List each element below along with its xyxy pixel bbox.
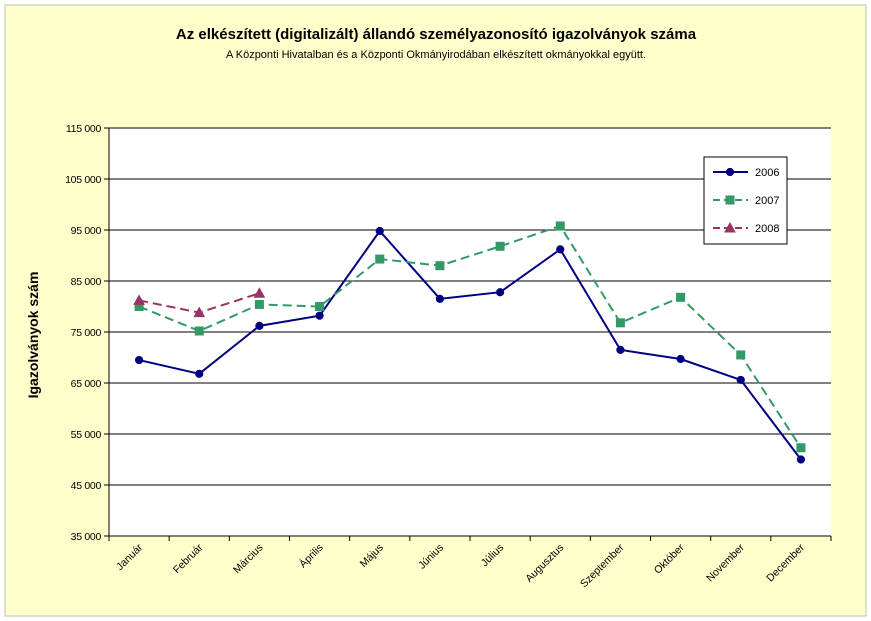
series-line-2007 bbox=[138, 224, 802, 449]
y-axis-label: Igazolványok szám bbox=[25, 272, 41, 399]
data-point-2007 bbox=[555, 221, 565, 231]
data-point-2007 bbox=[796, 443, 806, 453]
data-point-2006 bbox=[556, 245, 565, 254]
y-tick-label: 55 000 bbox=[71, 429, 102, 441]
data-point-2007 bbox=[736, 350, 746, 360]
y-tick-label: 85 000 bbox=[71, 276, 102, 288]
data-point-2006 bbox=[315, 311, 324, 320]
data-point-2007 bbox=[676, 292, 686, 302]
data-point-2007 bbox=[615, 318, 625, 328]
data-point-2006 bbox=[255, 321, 264, 330]
data-point-2006 bbox=[796, 455, 806, 464]
y-tick-label: 75 000 bbox=[71, 327, 102, 339]
legend-label-2006: 2006 bbox=[755, 167, 779, 179]
data-point-2007 bbox=[194, 326, 204, 336]
legend-label-2007: 2007 bbox=[755, 195, 779, 207]
legend-marker-2007 bbox=[725, 195, 735, 205]
data-point-2006 bbox=[676, 354, 685, 364]
data-point-2006 bbox=[195, 369, 204, 378]
y-tick-label: 115 000 bbox=[66, 123, 102, 135]
legend-marker-2008 bbox=[724, 221, 736, 233]
data-point-2006 bbox=[134, 355, 144, 365]
data-point-2007 bbox=[375, 254, 385, 264]
data-point-2007 bbox=[315, 302, 325, 311]
data-point-2006 bbox=[435, 294, 445, 303]
data-point-2008 bbox=[133, 294, 145, 305]
data-point-2006 bbox=[736, 375, 745, 385]
chart-title: Az elkészített (digitalizált) állandó sz… bbox=[176, 26, 697, 43]
y-tick-label: 35 000 bbox=[71, 531, 102, 543]
data-point-2008 bbox=[193, 306, 206, 318]
data-point-2006 bbox=[616, 345, 625, 354]
data-point-2006 bbox=[495, 288, 505, 297]
series-line-2006 bbox=[138, 229, 802, 461]
plot-area: 35 000 45 000 55 000 65 000 75 000 85 000 95 0… bbox=[65, 123, 832, 590]
y-tick-label: 45 000 bbox=[71, 480, 102, 492]
data-point-2008 bbox=[253, 287, 266, 298]
y-tick-label: 65 000 bbox=[71, 378, 102, 390]
data-point-2006 bbox=[375, 226, 384, 236]
legend-marker-2006 bbox=[725, 167, 735, 177]
y-tick-label: 105 000 bbox=[65, 174, 101, 186]
data-point-2007 bbox=[495, 241, 505, 251]
chart-subtitle: A Központi Hivatalban és a Központi Okmá… bbox=[226, 49, 646, 61]
data-point-2007 bbox=[435, 261, 445, 271]
series-2008 bbox=[133, 287, 266, 318]
data-point-2007 bbox=[254, 299, 264, 309]
series-2006 bbox=[134, 226, 806, 464]
legend: 2006 2007 2008 bbox=[703, 156, 788, 245]
series-2007 bbox=[134, 221, 806, 453]
legend-label-2008: 2008 bbox=[755, 223, 779, 235]
y-tick-label: 95 000 bbox=[71, 225, 102, 237]
